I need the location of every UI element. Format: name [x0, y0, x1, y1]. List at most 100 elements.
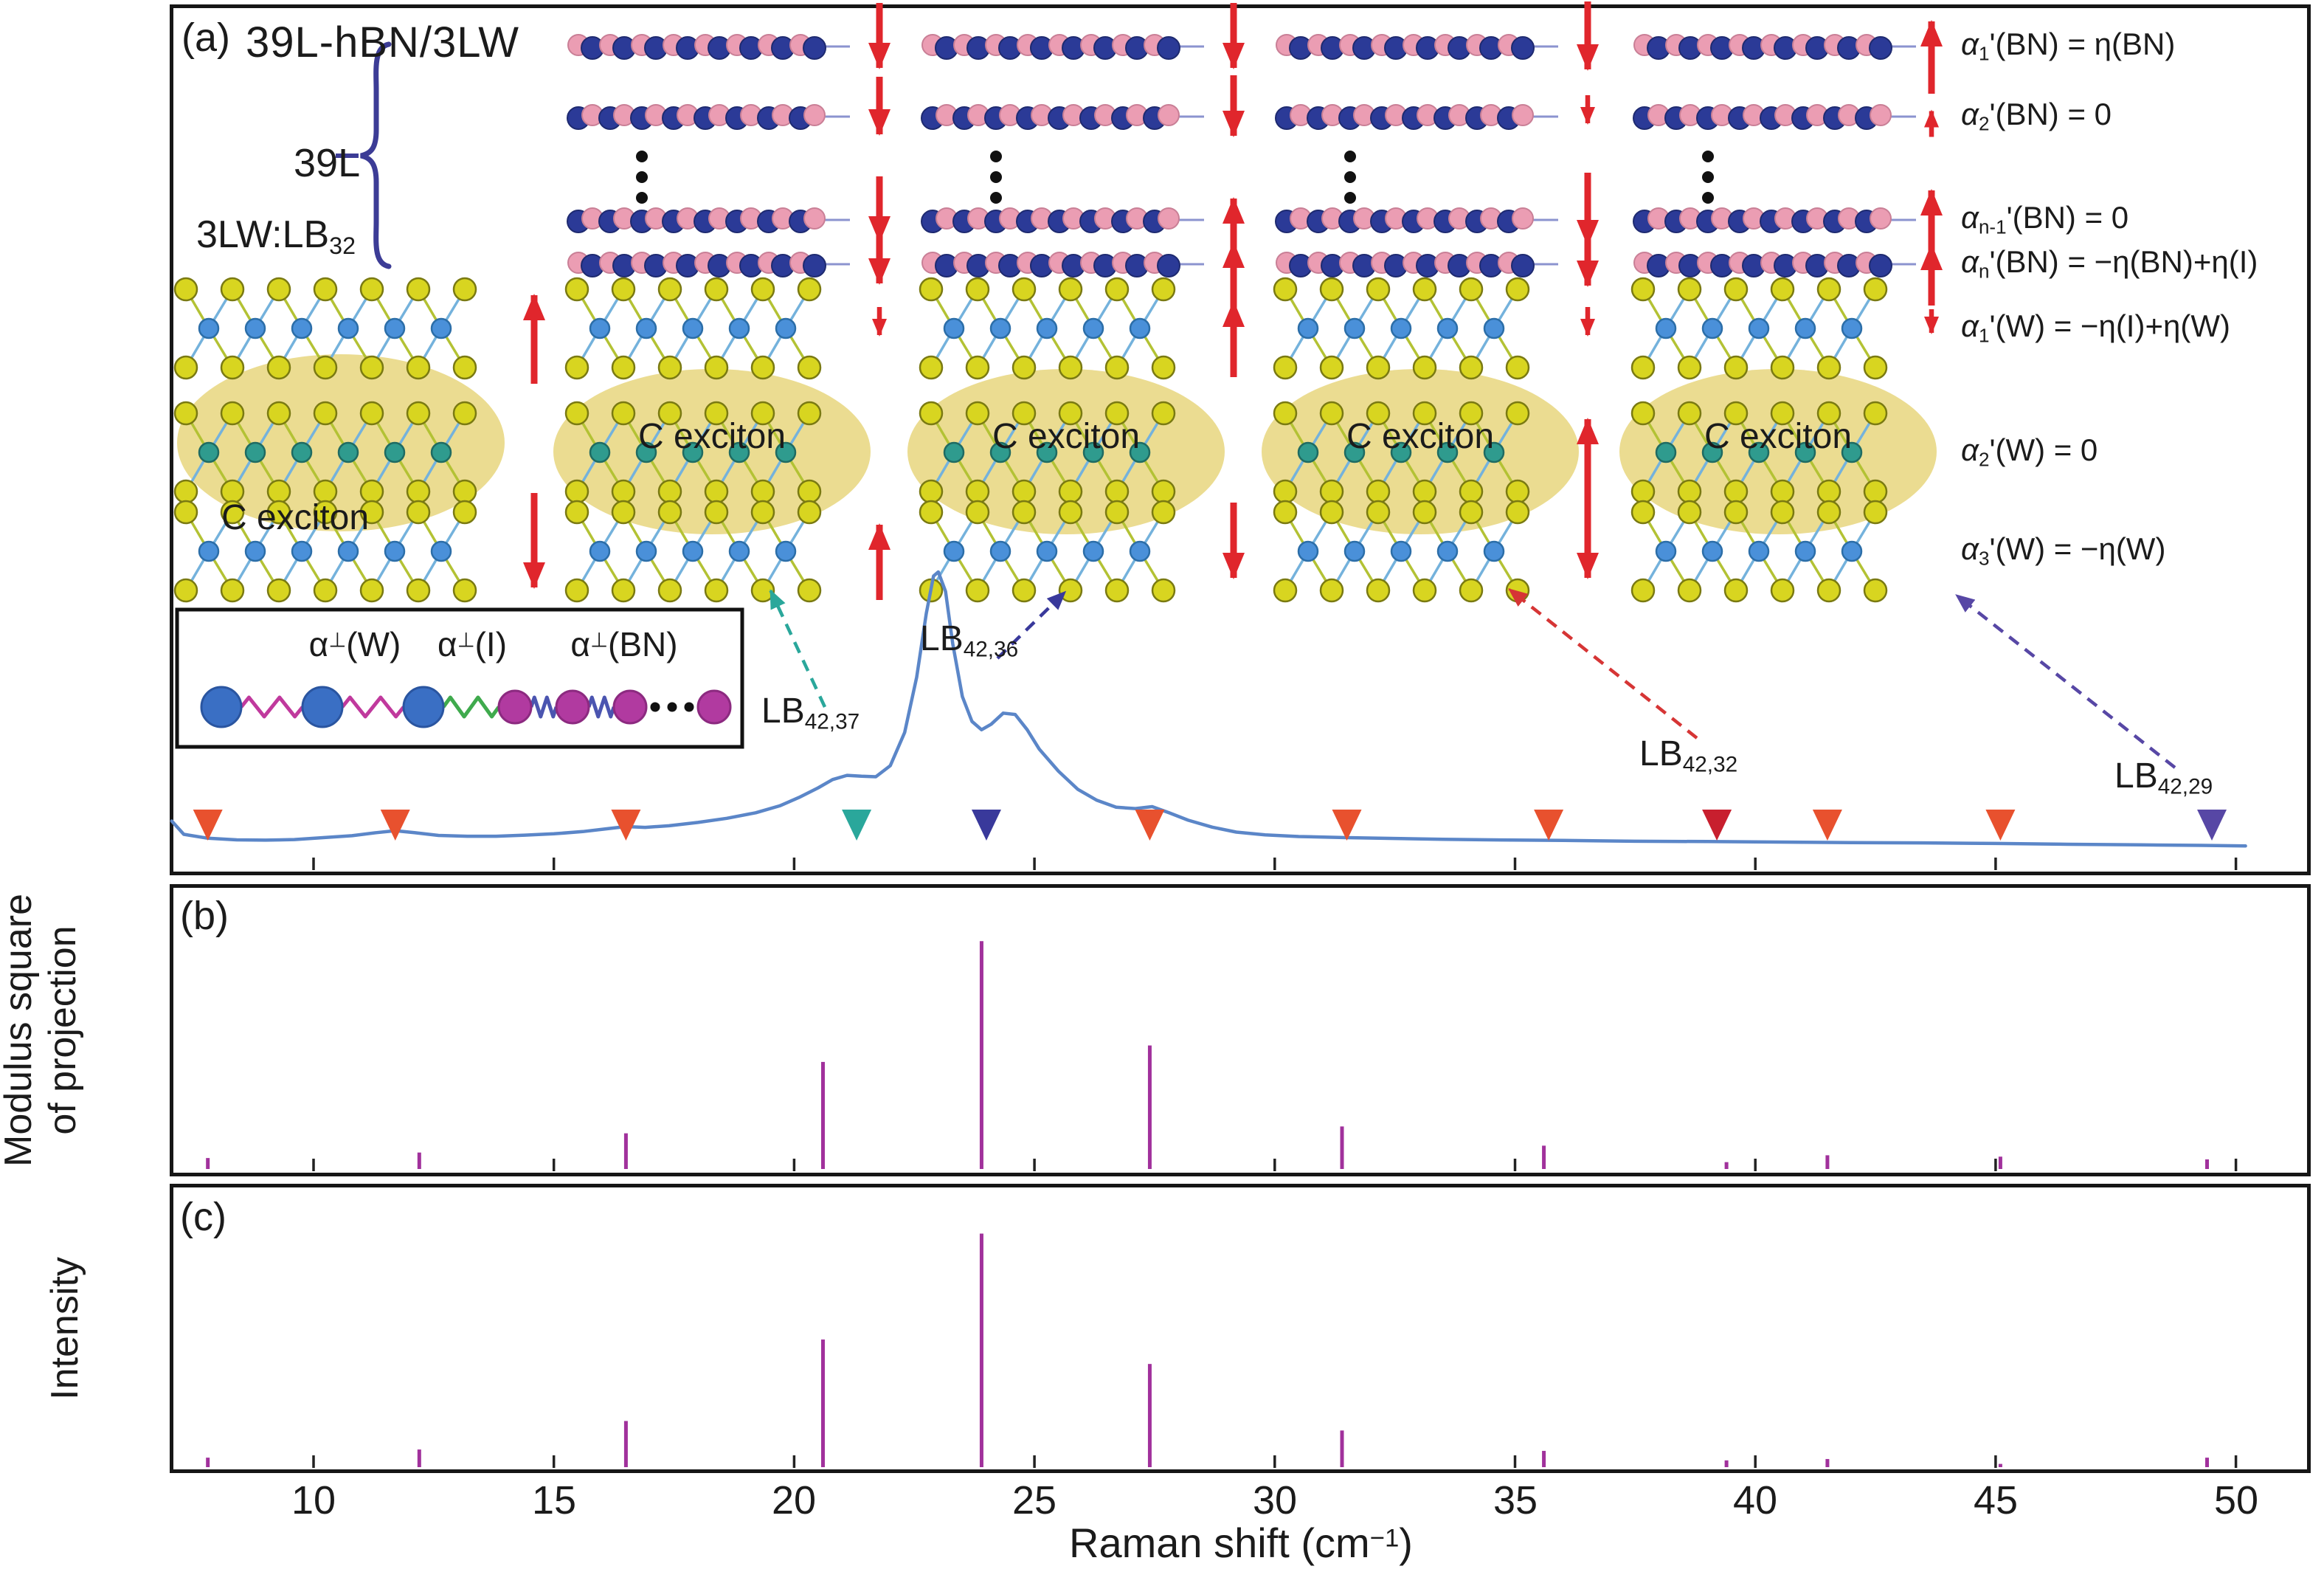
tungsten-atom: [337, 540, 359, 562]
sulfur-atom: [1816, 500, 1841, 525]
sulfur-atom: [1273, 479, 1298, 504]
sulfur-atom: [1412, 500, 1437, 525]
sulfur-atom: [1630, 500, 1656, 525]
tungsten-atom: [1655, 441, 1677, 463]
sulfur-atom: [1319, 355, 1344, 380]
tungsten-atom: [198, 540, 220, 562]
w-layer-ball: [200, 686, 243, 728]
sulfur-atom: [359, 401, 384, 426]
ellipsis-dot: [636, 171, 648, 183]
x-tick-label: 25: [1011, 1478, 1057, 1523]
panel-a-frame: [170, 4, 2311, 875]
sulfur-atom: [1104, 479, 1130, 504]
projection-stick: [1147, 1045, 1152, 1169]
tungsten-atom: [1036, 317, 1058, 339]
sulfur-atom: [919, 500, 944, 525]
sulfur-atom: [1770, 277, 1795, 302]
tungsten-atom: [1390, 441, 1412, 463]
tungsten-atom: [635, 441, 657, 463]
sulfur-atom: [564, 500, 589, 525]
tungsten-atom: [943, 441, 965, 463]
exciton-label: C exciton: [1346, 417, 1495, 456]
tungsten-atom: [1794, 441, 1816, 463]
tungsten-atom: [337, 317, 359, 339]
lb-marker-triangle: [971, 810, 1001, 841]
tungsten-atom: [1483, 317, 1505, 339]
sulfur-atom: [564, 578, 589, 603]
equation-alpha1-w: α1'(W) = −η(I)+η(W): [1961, 308, 2230, 347]
sulfur-atom: [1770, 401, 1795, 426]
annotation-arrow: [769, 589, 827, 708]
annotation-arrow: [996, 590, 1067, 660]
sulfur-atom: [1863, 578, 1888, 603]
sulfur-atom: [1412, 277, 1437, 302]
sulfur-atom: [965, 401, 990, 426]
ellipsis-dot: [990, 171, 1002, 183]
sulfur-atom: [1816, 277, 1841, 302]
sulfur-atom: [919, 277, 944, 302]
sulfur-atom: [359, 500, 384, 525]
sulfur-atom: [965, 500, 990, 525]
tungsten-atom: [1436, 540, 1459, 562]
tungsten-atom: [1748, 317, 1770, 339]
sulfur-atom: [1723, 578, 1749, 603]
sulfur-atom: [1011, 578, 1037, 603]
intensity-stick: [623, 1421, 628, 1467]
tungsten-atom: [989, 441, 1011, 463]
spring-label-w: α⊥(W): [308, 625, 401, 663]
boron-atom: [1158, 104, 1180, 126]
sulfur-atom: [173, 277, 198, 302]
sulfur-atom: [704, 578, 729, 603]
sulfur-atom: [1151, 277, 1176, 302]
sulfur-atom: [266, 277, 291, 302]
sulfur-atom: [797, 479, 822, 504]
sulfur-atom: [1011, 479, 1037, 504]
tungsten-atom: [1794, 317, 1816, 339]
sulfur-atom: [564, 401, 589, 426]
tungsten-atom: [244, 540, 266, 562]
ellipsis-dot: [990, 192, 1002, 204]
tungsten-atom: [775, 441, 797, 463]
tungsten-atom: [682, 441, 704, 463]
intensity-stick: [1542, 1450, 1546, 1467]
bn-layer-ball: [555, 689, 590, 725]
sulfur-atom: [220, 401, 245, 426]
tungsten-atom: [198, 441, 220, 463]
sulfur-atom: [1151, 500, 1176, 525]
bn-bn-spring: [529, 695, 558, 719]
tungsten-atom: [1483, 441, 1505, 463]
sulfur-atom: [1863, 355, 1888, 380]
sulfur-atom: [750, 479, 775, 504]
tungsten-atom: [943, 317, 965, 339]
sulfur-atom: [1058, 578, 1083, 603]
bn-layer-ball: [497, 689, 533, 725]
tungsten-atom: [1655, 540, 1677, 562]
sulfur-atom: [173, 479, 198, 504]
tungsten-atom: [244, 441, 266, 463]
tungsten-atom: [1841, 317, 1863, 339]
equation-alphan1-bn: αn-1'(BN) = 0: [1961, 200, 2129, 238]
equation-alpha2-bn: α2'(BN) = 0: [1961, 97, 2112, 135]
sulfur-atom: [1011, 277, 1037, 302]
sulfur-atom: [1770, 479, 1795, 504]
ellipsis-dot: [1702, 192, 1714, 204]
sulfur-atom: [406, 277, 431, 302]
sulfur-atom: [452, 578, 477, 603]
sulfur-atom: [1677, 479, 1702, 504]
tungsten-atom: [1343, 441, 1366, 463]
tungsten-atom: [775, 317, 797, 339]
nitrogen-atom: [1157, 254, 1180, 277]
tungsten-atom: [728, 441, 750, 463]
sulfur-atom: [1412, 355, 1437, 380]
tungsten-atom: [1129, 317, 1151, 339]
lb-marker-triangle: [1985, 810, 2016, 841]
sulfur-atom: [452, 355, 477, 380]
sulfur-atom: [1630, 479, 1656, 504]
sulfur-atom: [797, 500, 822, 525]
projection-stick: [1542, 1145, 1546, 1169]
intensity-stick: [1825, 1458, 1830, 1467]
sulfur-atom: [1459, 578, 1484, 603]
tungsten-atom: [1297, 441, 1319, 463]
sulfur-atom: [1412, 578, 1437, 603]
